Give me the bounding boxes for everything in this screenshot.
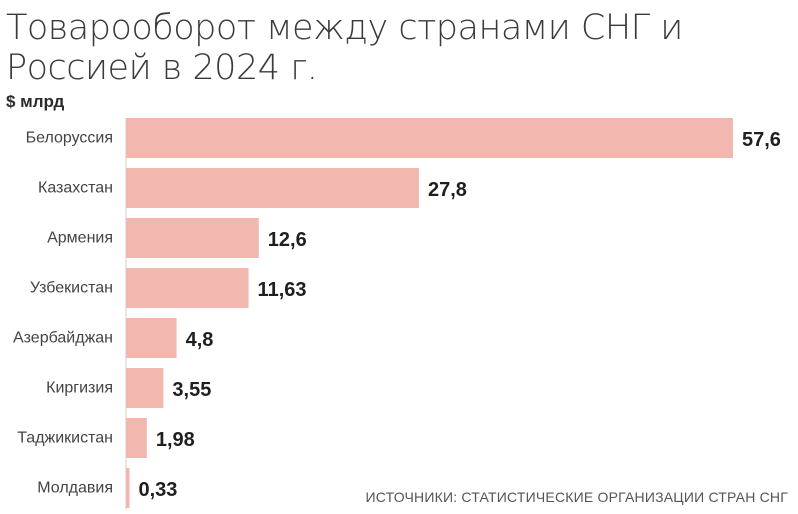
- value-label: 57,6: [742, 129, 781, 151]
- value-label: 12,6: [268, 229, 307, 251]
- category-label: Армения: [47, 230, 113, 247]
- chart-title: Товарооборот между странами СНГ и Россие…: [6, 8, 683, 88]
- category-label: Таджикистан: [17, 430, 113, 447]
- bar: [126, 468, 130, 508]
- category-label: Белоруссия: [26, 130, 113, 147]
- bar: [126, 218, 259, 258]
- source-note: ИСТОЧНИКИ: СТАТИСТИЧЕСКИЕ ОРГАНИЗАЦИИ СТ…: [365, 489, 788, 505]
- bar: [126, 368, 164, 408]
- value-label: 0,33: [138, 479, 177, 501]
- category-label: Казахстан: [38, 180, 113, 197]
- bar: [126, 418, 147, 458]
- bar: [126, 168, 419, 208]
- category-label: Киргизия: [46, 380, 113, 397]
- value-label: 1,98: [156, 429, 195, 451]
- unit-label: $ млрд: [6, 92, 65, 111]
- value-label: 27,8: [428, 179, 467, 201]
- category-label: Молдавия: [37, 480, 113, 497]
- bar: [126, 268, 249, 308]
- bar: [126, 318, 177, 358]
- bar: [126, 118, 733, 158]
- category-label: Узбекистан: [30, 280, 113, 297]
- value-label: 3,55: [172, 379, 211, 401]
- value-label: 11,63: [258, 279, 307, 301]
- value-label: 4,8: [186, 329, 214, 351]
- category-label: Азербайджан: [13, 330, 113, 347]
